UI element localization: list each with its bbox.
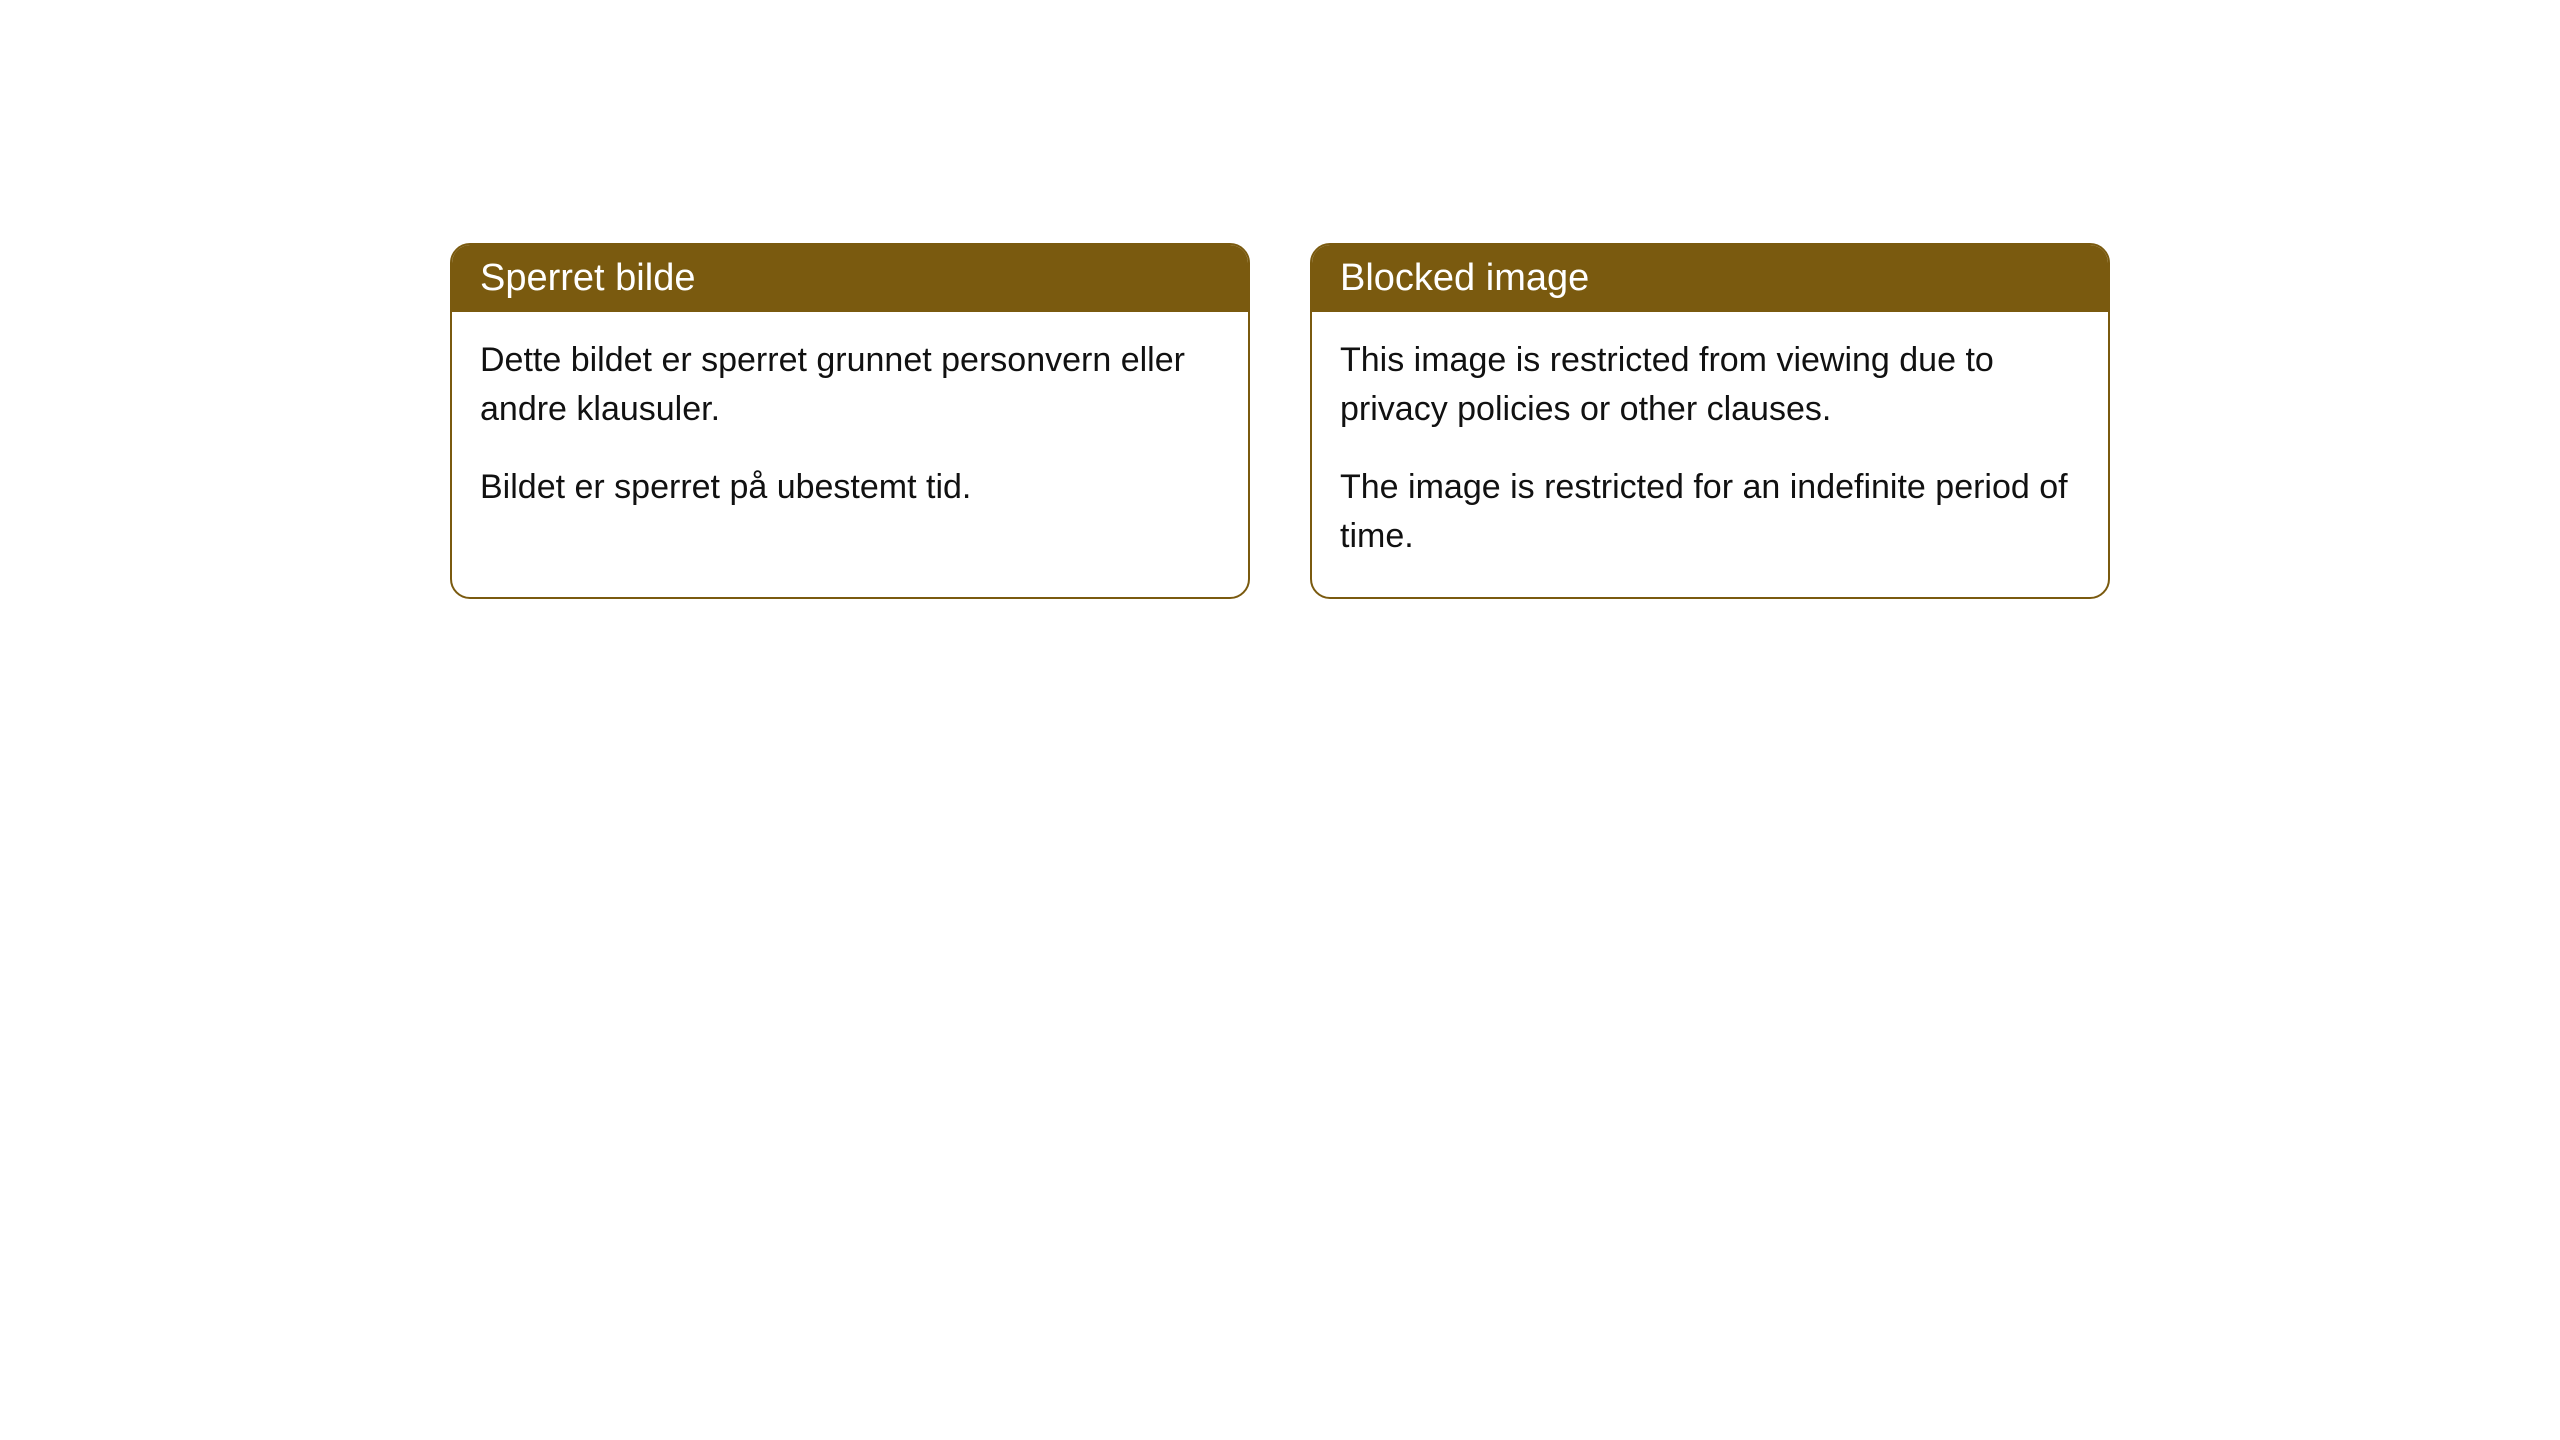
card-header-norwegian: Sperret bilde (452, 245, 1248, 312)
notice-cards-container: Sperret bilde Dette bildet er sperret gr… (450, 243, 2110, 599)
card-paragraph-norwegian-2: Bildet er sperret på ubestemt tid. (480, 463, 1220, 512)
card-title-english: Blocked image (1340, 257, 1589, 299)
card-body-english: This image is restricted from viewing du… (1312, 312, 2108, 597)
card-body-norwegian: Dette bildet er sperret grunnet personve… (452, 312, 1248, 548)
card-paragraph-norwegian-1: Dette bildet er sperret grunnet personve… (480, 336, 1220, 435)
card-header-english: Blocked image (1312, 245, 2108, 312)
blocked-image-card-norwegian: Sperret bilde Dette bildet er sperret gr… (450, 243, 1250, 599)
blocked-image-card-english: Blocked image This image is restricted f… (1310, 243, 2110, 599)
card-paragraph-english-2: The image is restricted for an indefinit… (1340, 463, 2080, 562)
card-paragraph-english-1: This image is restricted from viewing du… (1340, 336, 2080, 435)
card-title-norwegian: Sperret bilde (480, 257, 695, 299)
